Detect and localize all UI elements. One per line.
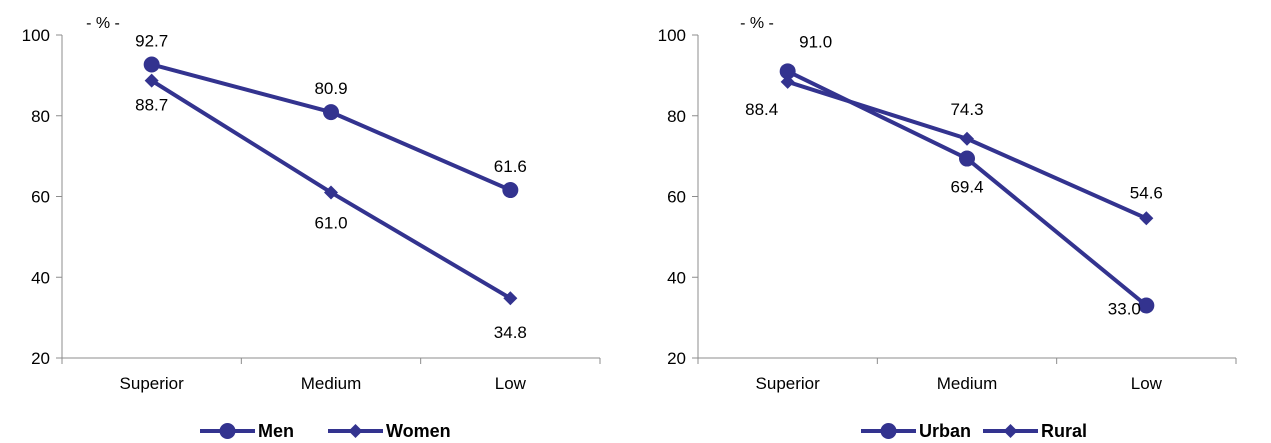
data-point-rural — [780, 74, 795, 89]
data-label-women: 88.7 — [135, 96, 168, 115]
x-tick-label: Superior — [756, 374, 821, 393]
data-point-women — [503, 291, 518, 306]
data-label-men: 80.9 — [314, 79, 347, 98]
data-label-urban: 91.0 — [799, 32, 832, 51]
y-tick-label: 80 — [31, 107, 50, 126]
legend-marker-urban — [880, 423, 897, 439]
chart-right: 20 40 60 80 100 Superior Medium Low - % - 91.0 69.… — [636, 0, 1271, 443]
legend-label-urban: Urban — [919, 421, 971, 441]
legend-marker-women — [348, 424, 363, 438]
data-point-urban — [959, 150, 975, 167]
legend-marker-men — [219, 423, 236, 439]
chart-left: 20 40 60 80 100 Superior Medium Low - % - 92.7 80.… — [0, 0, 635, 443]
y-tick-label: 100 — [658, 26, 686, 45]
data-point-men — [502, 182, 519, 199]
y-tick-label: 100 — [22, 26, 50, 45]
y-tick-label: 80 — [667, 107, 686, 126]
x-tick-label: Medium — [937, 374, 997, 393]
data-label-rural: 74.3 — [950, 100, 983, 119]
data-label-men: 92.7 — [135, 31, 168, 50]
x-tick-label: Superior — [120, 374, 185, 393]
unit-label: - % - — [86, 15, 120, 32]
chart-right-svg: 20 40 60 80 100 Superior Medium Low - % - 91.0 69.… — [658, 15, 1237, 441]
data-point-urban — [779, 63, 796, 80]
data-point-women — [144, 73, 159, 88]
y-tick-label: 40 — [667, 268, 686, 287]
data-point-men — [323, 104, 339, 121]
data-label-women: 34.8 — [494, 323, 527, 342]
data-point-rural — [960, 131, 974, 146]
unit-label: - % - — [740, 15, 774, 32]
data-label-rural: 54.6 — [1130, 183, 1163, 202]
x-tick-label: Medium — [301, 374, 361, 393]
data-label-women: 61.0 — [314, 213, 347, 232]
y-tick-label: 60 — [667, 188, 686, 207]
data-point-men — [143, 56, 160, 73]
chart-left-svg: 20 40 60 80 100 Superior Medium Low - % - 92.7 80.… — [22, 15, 601, 441]
legend-label-women: Women — [386, 421, 451, 441]
legend-marker-rural — [1003, 424, 1018, 438]
data-label-rural: 88.4 — [745, 100, 778, 119]
y-tick-label: 20 — [31, 349, 50, 368]
data-point-urban — [1138, 297, 1155, 314]
data-label-urban: 33.0 — [1108, 300, 1141, 319]
y-tick-label: 40 — [31, 268, 50, 287]
x-tick-label: Low — [495, 374, 527, 393]
data-point-women — [324, 185, 338, 200]
x-tick-label: Low — [1131, 374, 1163, 393]
legend-label-men: Men — [258, 421, 294, 441]
y-tick-label: 60 — [31, 188, 50, 207]
data-point-rural — [1139, 211, 1154, 226]
data-label-urban: 69.4 — [950, 178, 983, 197]
legend-label-rural: Rural — [1041, 421, 1087, 441]
y-tick-label: 20 — [667, 349, 686, 368]
data-label-men: 61.6 — [494, 157, 527, 176]
